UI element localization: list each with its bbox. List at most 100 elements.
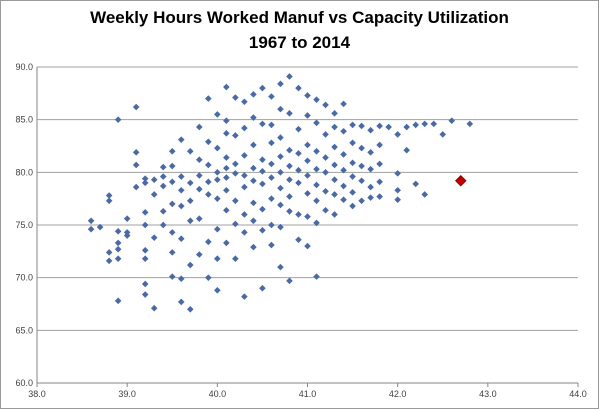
data-point-81 — [223, 154, 230, 161]
data-point-202 — [376, 141, 383, 149]
data-point-169 — [322, 169, 329, 176]
data-point-113 — [259, 167, 266, 175]
data-point-143 — [295, 84, 302, 92]
data-point-122 — [268, 174, 275, 181]
data-point-49 — [177, 275, 185, 283]
data-point-100 — [241, 229, 248, 236]
y-tick-label-3: 75.0 — [15, 220, 33, 230]
data-point-62 — [196, 251, 203, 258]
data-point-1 — [87, 225, 95, 233]
data-point-144 — [295, 125, 302, 133]
data-point-156 — [304, 213, 311, 220]
data-point-37 — [168, 147, 176, 155]
data-point-57 — [196, 123, 203, 131]
data-point-91 — [232, 197, 239, 205]
x-tick-label-6: 44.0 — [569, 389, 587, 399]
x-tick-label-4: 42.0 — [389, 389, 407, 399]
x-tick-label-2: 40.0 — [209, 389, 227, 399]
data-point-203 — [376, 160, 383, 168]
data-point-177 — [331, 191, 338, 198]
data-point-104 — [250, 141, 257, 149]
data-point-77 — [214, 287, 221, 294]
data-point-34 — [159, 182, 167, 190]
data-point-114 — [259, 180, 266, 188]
data-point-172 — [331, 110, 338, 117]
data-point-95 — [241, 124, 248, 132]
x-tick-label-3: 41.0 — [299, 389, 317, 399]
tick-labels: 60.0 65.0 70.0 75.0 80.0 85.0 90.0 38.0 39.0 40.0… — [15, 62, 586, 399]
data-point-191 — [358, 122, 365, 130]
data-point-186 — [349, 139, 356, 147]
data-point-151 — [304, 112, 311, 119]
data-point-210 — [394, 196, 401, 204]
data-point-23 — [141, 221, 149, 229]
data-point-160 — [313, 147, 320, 155]
data-point-105 — [250, 164, 257, 172]
data-point-35 — [159, 208, 167, 215]
data-point-73 — [214, 176, 221, 184]
data-point-150 — [304, 92, 311, 99]
data-point-22 — [141, 209, 149, 216]
data-point-80 — [223, 130, 230, 137]
data-point-28 — [150, 176, 158, 184]
data-point-25 — [141, 255, 149, 263]
data-point-178 — [331, 211, 338, 218]
data-point-32 — [159, 163, 167, 171]
data-point-5 — [105, 249, 113, 256]
data-point-130 — [277, 169, 284, 176]
data-point-149 — [295, 236, 302, 244]
data-point-158 — [313, 96, 320, 103]
data-point-209 — [394, 186, 401, 194]
data-point-142 — [286, 277, 293, 285]
data-point-48 — [177, 235, 185, 242]
data-point-140 — [286, 193, 293, 200]
data-point-97 — [241, 172, 248, 179]
data-point-147 — [295, 179, 302, 187]
data-point-125 — [268, 241, 275, 249]
data-point-38 — [168, 162, 176, 170]
data-point-50 — [177, 298, 185, 306]
data-point-39 — [168, 178, 176, 186]
data-point-139 — [286, 176, 293, 184]
data-point-165 — [313, 273, 320, 280]
data-point-218 — [439, 131, 447, 138]
data-point-220 — [466, 120, 474, 128]
data-point-9 — [114, 255, 122, 263]
data-point-64 — [205, 138, 212, 146]
data-point-88 — [232, 132, 239, 139]
data-point-90 — [232, 170, 239, 177]
data-point-56 — [186, 305, 194, 313]
data-point-197 — [367, 149, 374, 156]
chart-title: Weekly Hours Worked Manuf vs Capacity Ut… — [90, 8, 509, 27]
data-point-211 — [403, 123, 410, 131]
data-point-59 — [196, 172, 203, 179]
data-point-44 — [177, 136, 185, 143]
data-point-131 — [277, 184, 284, 192]
data-point-41 — [168, 229, 176, 236]
data-point-179 — [340, 100, 347, 108]
y-tick-label-1: 65.0 — [15, 325, 33, 335]
data-point-217 — [430, 120, 438, 128]
data-point-84 — [223, 186, 230, 194]
data-point-70 — [214, 111, 221, 118]
data-point-171 — [322, 206, 329, 214]
data-point-58 — [196, 156, 203, 163]
data-point-65 — [205, 161, 212, 169]
data-point-51 — [186, 147, 194, 155]
data-point-110 — [259, 84, 266, 92]
data-point-102 — [250, 91, 257, 98]
data-point-82 — [223, 164, 230, 172]
data-point-141 — [286, 208, 293, 215]
data-point-187 — [349, 159, 356, 167]
data-point-148 — [295, 211, 302, 218]
data-point-119 — [268, 121, 275, 129]
data-point-71 — [214, 144, 221, 152]
data-point-108 — [250, 217, 257, 225]
data-point-4 — [105, 197, 113, 205]
data-point-76 — [214, 255, 221, 263]
data-point-183 — [340, 182, 347, 190]
data-point-14 — [123, 229, 131, 236]
data-point-192 — [358, 144, 365, 152]
data-point-199 — [367, 183, 374, 191]
data-point-167 — [322, 131, 329, 138]
